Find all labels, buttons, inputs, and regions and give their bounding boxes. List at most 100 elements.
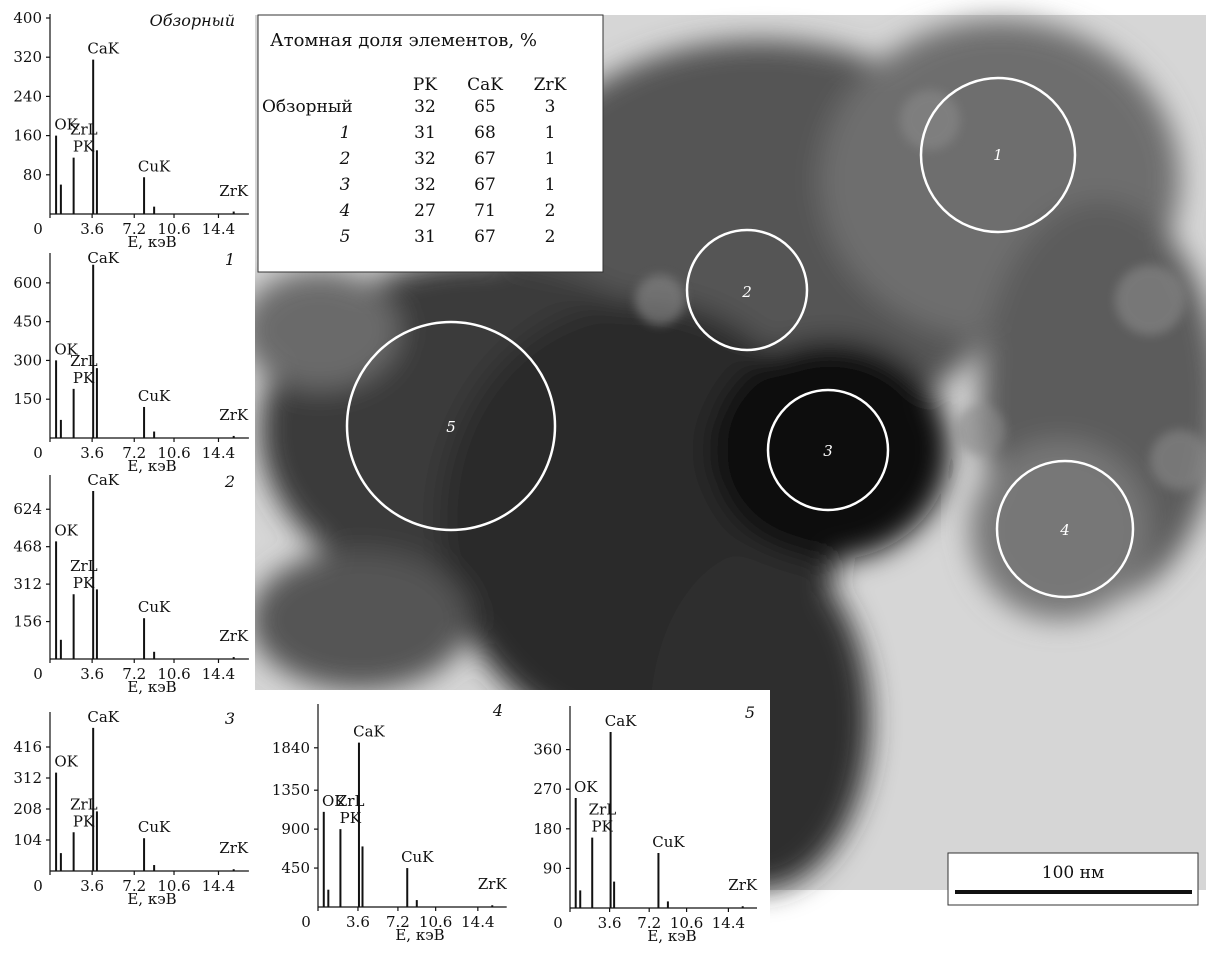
x-tick-label: 0 xyxy=(33,877,43,895)
table-cell: 5 xyxy=(340,227,351,247)
table-title: Атомная доля элементов, % xyxy=(270,30,537,51)
x-tick-label: 0 xyxy=(553,914,563,932)
y-tick-label: 1840 xyxy=(272,739,310,757)
y-tick-label: 468 xyxy=(13,538,42,556)
peak-label: ZrL xyxy=(70,121,98,139)
peak-label: ZrK xyxy=(219,406,249,424)
peak-label: CuK xyxy=(138,387,171,405)
y-tick-label: 1350 xyxy=(272,781,310,799)
y-tick-label: 450 xyxy=(13,313,42,331)
peak-label: ZrL xyxy=(70,352,98,370)
table-cell: 1 xyxy=(340,123,351,143)
peak-label: ZrK xyxy=(219,627,249,645)
peak-label: CuK xyxy=(138,818,171,836)
x-tick-label: 14.4 xyxy=(202,444,235,462)
peak-label: CaK xyxy=(87,40,119,58)
x-tick-label: 10.6 xyxy=(157,220,190,238)
table-cell: 67 xyxy=(474,227,496,247)
peak-label: CuK xyxy=(401,848,434,866)
x-tick-label: 7.2 xyxy=(386,913,410,931)
table-cell: 1 xyxy=(545,175,556,195)
peak-label: OK xyxy=(54,340,78,358)
x-tick-label: 10.6 xyxy=(157,444,190,462)
panel-title: 1 xyxy=(225,250,235,269)
peak-label: PK xyxy=(340,809,362,827)
y-tick-label: 156 xyxy=(13,613,42,631)
peak-label: CuK xyxy=(138,598,171,616)
y-tick-label: 208 xyxy=(13,800,42,818)
y-tick-label: 312 xyxy=(13,575,42,593)
x-tick-label: 0 xyxy=(33,444,43,462)
peak-label: PK xyxy=(73,138,95,156)
table-cell: 67 xyxy=(474,175,496,195)
peak-label: ZrK xyxy=(219,182,249,200)
y-tick-label: 90 xyxy=(543,859,562,877)
peak-label: OK xyxy=(322,792,346,810)
x-tick-label: 14.4 xyxy=(712,914,745,932)
x-tick-label: 10.6 xyxy=(157,665,190,683)
table-cell: 27 xyxy=(414,201,436,221)
peak-label: CaK xyxy=(87,471,119,489)
table-cell: 32 xyxy=(414,97,436,117)
peak-label: ZrK xyxy=(219,839,249,857)
x-axis-label: E, кэВ xyxy=(647,927,696,945)
x-tick-label: 3.6 xyxy=(346,913,370,931)
y-tick-label: 104 xyxy=(13,831,42,849)
x-axis-label: E, кэВ xyxy=(127,233,176,251)
x-tick-label: 0 xyxy=(301,913,311,931)
peak-label: OK xyxy=(574,778,598,796)
peak-label: CaK xyxy=(353,723,385,741)
table-cell: 3 xyxy=(340,175,351,195)
table-cell: 67 xyxy=(474,149,496,169)
panel-title: 4 xyxy=(492,701,503,720)
x-tick-label: 7.2 xyxy=(122,877,146,895)
table: Атомная доля элементов, % PK CaK ZrK Обзорн… xyxy=(257,14,604,273)
peak-label: ZrL xyxy=(70,557,98,575)
x-tick-label: 10.6 xyxy=(157,877,190,895)
x-axis-label: E, кэВ xyxy=(395,926,444,944)
table-cell: 32 xyxy=(414,149,436,169)
peak-label: CaK xyxy=(87,708,119,726)
y-tick-label: 270 xyxy=(533,780,562,798)
peak-label: CuK xyxy=(652,833,685,851)
x-tick-label: 3.6 xyxy=(598,914,622,932)
table-cell: 4 xyxy=(339,201,351,221)
x-tick-label: 3.6 xyxy=(80,444,104,462)
scale-bar-label: 100 нм xyxy=(1042,863,1104,883)
y-tick-label: 180 xyxy=(533,820,562,838)
peak-label: ZrL xyxy=(70,795,98,813)
x-axis-label: E, кэВ xyxy=(127,457,176,475)
y-tick-label: 320 xyxy=(13,48,42,66)
x-tick-label: 10.6 xyxy=(670,914,703,932)
panel-title: 3 xyxy=(225,709,235,728)
x-tick-label: 7.2 xyxy=(122,220,146,238)
y-tick-label: 360 xyxy=(533,741,562,759)
peak-label: OK xyxy=(54,753,78,771)
peak-label: PK xyxy=(591,818,613,836)
peak-label: ZrL xyxy=(589,801,617,819)
peak-label: CaK xyxy=(605,712,637,730)
peak-label: OK xyxy=(54,116,78,134)
x-axis-label: E, кэВ xyxy=(127,678,176,696)
peak-label: OK xyxy=(54,521,78,539)
circle-label: 4 xyxy=(1059,521,1070,539)
x-tick-label: 14.4 xyxy=(202,665,235,683)
y-tick-label: 416 xyxy=(13,738,42,756)
y-tick-label: 150 xyxy=(13,390,42,408)
y-tick-label: 312 xyxy=(13,769,42,787)
y-tick-label: 160 xyxy=(13,127,42,145)
table-cell: 71 xyxy=(474,201,496,221)
table-cell: 32 xyxy=(414,175,436,195)
x-tick-label: 7.2 xyxy=(122,665,146,683)
table-cell: Обзорный xyxy=(262,97,353,117)
x-tick-label: 3.6 xyxy=(80,220,104,238)
x-tick-label: 7.2 xyxy=(122,444,146,462)
x-tick-label: 0 xyxy=(33,220,43,238)
x-tick-label: 3.6 xyxy=(80,665,104,683)
peak-label: PK xyxy=(73,574,95,592)
table-cell: 2 xyxy=(545,201,556,221)
x-axis-label: E, кэВ xyxy=(127,890,176,908)
circle-label: 3 xyxy=(823,442,833,460)
